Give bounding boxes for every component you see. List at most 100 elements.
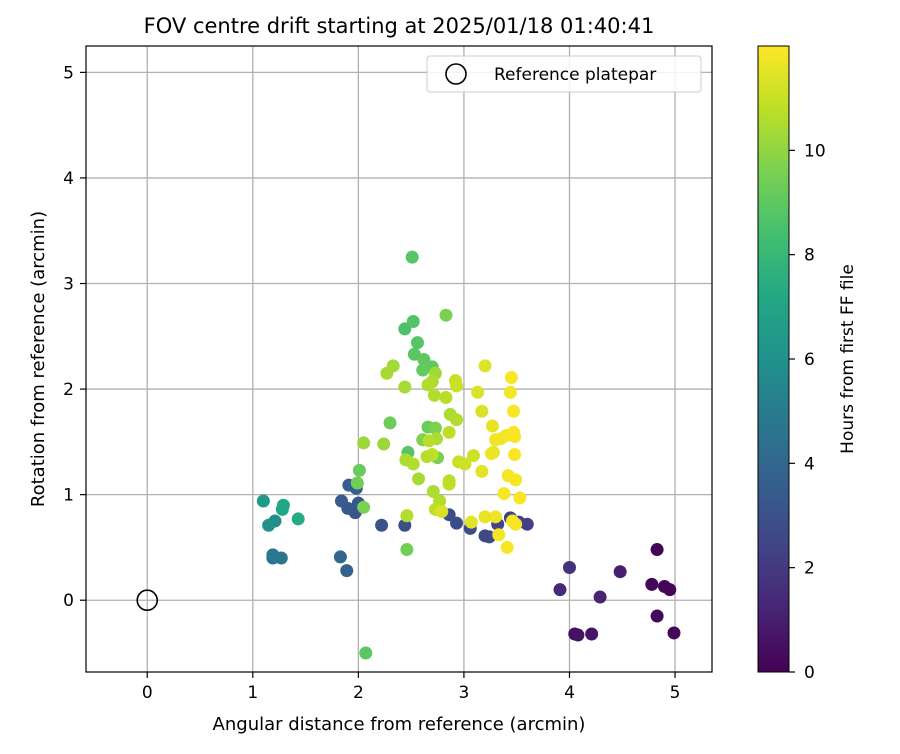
colorbar-tick-label: 8 [804, 246, 815, 266]
scatter-point [508, 448, 522, 462]
scatter-point [334, 494, 348, 508]
reference-platepar-marker [136, 589, 159, 612]
scatter-point [442, 425, 456, 439]
legend-label: Reference platepar [494, 65, 656, 85]
scatter-point [435, 505, 449, 519]
y-axis-ticks: 0 1 2 3 4 5 [63, 63, 86, 611]
scatter-point [416, 363, 430, 377]
scatter-point [500, 540, 514, 554]
scatter-point [497, 487, 511, 501]
scatter-point [667, 626, 681, 640]
scatter-point [427, 388, 441, 402]
legend-reference-marker [445, 63, 467, 85]
scatter-point [291, 512, 305, 526]
scatter-point [593, 590, 607, 604]
colorbar: 0 2 4 6 8 10 Hours from first FF file [757, 45, 858, 683]
scatter-point [485, 419, 499, 433]
scatter-point [663, 583, 677, 597]
data-points [136, 250, 681, 660]
scatter-point [421, 378, 435, 392]
y-tick-label: 3 [63, 275, 74, 295]
scatter-point [262, 518, 276, 532]
grid [86, 46, 712, 672]
colorbar-ticks: 0 2 4 6 8 10 [789, 141, 826, 683]
scatter-point [375, 518, 389, 532]
scatter-point [359, 646, 373, 660]
colorbar-label: Hours from first FF file [838, 264, 858, 454]
scatter-point [352, 463, 366, 477]
scatter-point [450, 516, 464, 530]
scatter-point [420, 450, 434, 464]
scatter-point [276, 498, 290, 512]
scatter-point [333, 550, 347, 564]
scatter-point [380, 366, 394, 380]
plot-frame [85, 45, 713, 673]
scatter-point [478, 359, 492, 373]
scatter-point [357, 436, 371, 450]
scatter-point [398, 322, 412, 336]
scatter-point [450, 413, 464, 427]
colorbar-tick-label: 6 [804, 350, 815, 370]
scatter-point [650, 609, 664, 623]
y-tick-label: 2 [63, 380, 74, 400]
scatter-point [513, 491, 527, 505]
scatter-point [464, 515, 478, 529]
scatter-point [492, 528, 506, 542]
scatter-point [439, 391, 453, 405]
scatter-point [489, 510, 503, 524]
scatter-point [422, 434, 436, 448]
x-axis-ticks: 0 1 2 3 4 5 [142, 672, 681, 703]
scatter-point [442, 477, 456, 491]
x-tick-label: 3 [459, 683, 470, 703]
scatter-point [471, 385, 485, 399]
scatter-point [503, 385, 517, 399]
scatter-point [406, 457, 420, 471]
y-tick-label: 0 [63, 591, 74, 611]
scatter-point [400, 509, 414, 523]
scatter-point [450, 379, 464, 393]
y-tick-label: 5 [63, 63, 74, 83]
colorbar-gradient [757, 45, 790, 673]
y-axis-label: Rotation from reference (arcmin) [28, 211, 49, 507]
scatter-point [439, 308, 453, 322]
scatter-point [407, 347, 421, 361]
chart-title: FOV centre drift starting at 2025/01/18 … [144, 14, 655, 38]
x-tick-label: 5 [670, 683, 681, 703]
scatter-point [571, 628, 585, 642]
scatter-point [585, 627, 599, 641]
scatter-point [406, 315, 420, 329]
scatter-point [650, 543, 664, 557]
y-tick-label: 1 [63, 486, 74, 506]
scatter-point [613, 565, 627, 579]
scatter-point [645, 577, 659, 591]
scatter-point [256, 494, 270, 508]
scatter-point [509, 517, 523, 531]
scatter-point [475, 404, 489, 418]
scatter-point [475, 464, 489, 478]
scatter-point [350, 476, 364, 490]
scatter-point [562, 560, 576, 574]
scatter-point [412, 472, 426, 486]
scatter-point [484, 446, 498, 460]
scatter-point [417, 353, 431, 367]
y-tick-label: 4 [63, 169, 74, 189]
legend-box [426, 55, 702, 93]
legend: Reference platepar [426, 55, 702, 93]
scatter-point [507, 404, 521, 418]
colorbar-tick-label: 0 [804, 663, 815, 683]
scatter-point [340, 564, 354, 578]
scatter-point [478, 510, 492, 524]
colorbar-tick-label: 2 [804, 559, 815, 579]
scatter-point [509, 473, 523, 487]
x-tick-label: 2 [353, 683, 364, 703]
scatter-point [466, 449, 480, 463]
scatter-point [553, 583, 567, 597]
x-tick-label: 4 [564, 683, 575, 703]
scatter-point [383, 416, 397, 430]
scatter-point [410, 336, 424, 350]
scatter-point [357, 500, 371, 514]
colorbar-tick-label: 10 [804, 141, 826, 161]
x-axis-label: Angular distance from reference (arcmin) [213, 714, 586, 735]
